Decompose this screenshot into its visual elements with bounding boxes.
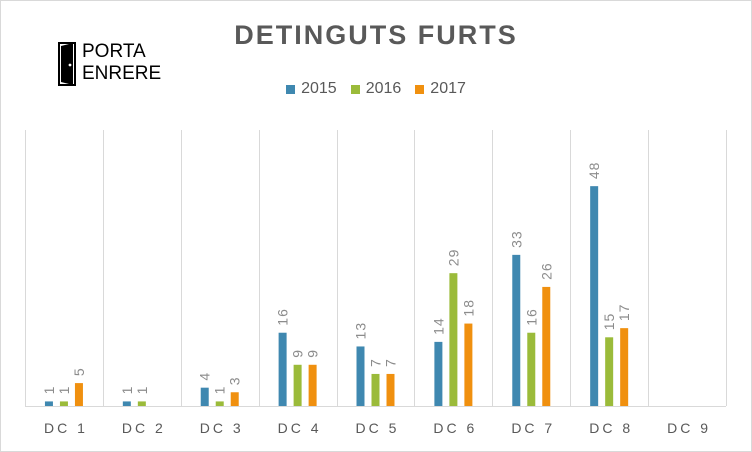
data-label: 1: [41, 386, 57, 395]
bar-2016-dc4: [293, 364, 302, 406]
legend-item-2015: 2015: [286, 80, 337, 98]
logo-text-line1: PORTA: [82, 41, 146, 62]
bar-2016-dc2: [137, 401, 146, 406]
data-label: 14: [430, 317, 446, 335]
x-tick-label: DC 2: [122, 420, 166, 436]
chart-title: DETINGUTS FURTS: [234, 20, 518, 50]
x-tick-label: DC 9: [667, 420, 711, 436]
bar-2015-dc8: [590, 186, 599, 406]
data-label: 3: [227, 376, 243, 385]
data-label: 29: [445, 249, 461, 267]
door-icon: [58, 42, 76, 86]
data-label: 17: [616, 304, 632, 322]
bar-2015-dc7: [512, 254, 521, 406]
bar-2016-dc5: [371, 373, 380, 406]
logo: PORTA ENRERE: [58, 41, 162, 86]
bar-2017-dc8: [620, 328, 629, 406]
bar-2015-dc3: [200, 387, 209, 406]
data-label: 9: [305, 349, 321, 358]
data-label: 4: [197, 372, 213, 381]
data-label: 26: [538, 262, 554, 280]
data-label: 48: [586, 162, 602, 180]
data-label: 16: [523, 308, 539, 326]
x-tick-label: DC 7: [511, 420, 555, 436]
bar-2016-dc8: [605, 337, 614, 406]
legend-item-2016: 2016: [350, 80, 402, 98]
bar-2016-dc1: [59, 401, 68, 406]
x-tick-label: DC 3: [200, 420, 244, 436]
x-tick-label: DC 5: [356, 420, 400, 436]
legend-label-2016: 2016: [365, 80, 402, 97]
bar-2016-dc6: [449, 273, 458, 406]
bar-2015-dc6: [434, 341, 443, 406]
bar-2017-dc7: [542, 286, 551, 406]
bar-2016-dc3: [215, 401, 224, 406]
data-label: 5: [71, 367, 87, 376]
legend-label-2017: 2017: [430, 80, 466, 97]
bar-2015-dc5: [356, 346, 365, 406]
data-label: 9: [290, 349, 306, 358]
x-tick-label: DC 4: [278, 420, 322, 436]
data-label: 16: [275, 308, 291, 326]
bar-2015-dc1: [44, 401, 53, 406]
bar-2017-dc1: [74, 383, 83, 406]
chart-legend: 2015 2016 2017: [0, 80, 752, 98]
bar-2017-dc6: [464, 323, 473, 406]
legend-swatch-2016: [350, 84, 360, 94]
legend-swatch-2015: [286, 84, 296, 94]
data-label: 7: [383, 358, 399, 367]
data-label: 15: [601, 313, 617, 331]
bar-2015-dc4: [278, 332, 287, 406]
bar-2016-dc7: [527, 332, 536, 406]
legend-swatch-2017: [415, 84, 425, 94]
bar-2017-dc4: [308, 364, 317, 406]
data-label: 1: [212, 386, 228, 395]
x-tick-label: DC 6: [433, 420, 477, 436]
data-label: 13: [353, 322, 369, 340]
data-label: 18: [460, 299, 476, 317]
bar-2017-dc3: [230, 392, 239, 406]
data-label: 1: [134, 386, 150, 395]
data-label: 1: [119, 386, 135, 395]
bar-2017-dc5: [386, 373, 395, 406]
legend-label-2015: 2015: [301, 80, 337, 97]
bar-2015-dc2: [122, 401, 131, 406]
legend-item-2017: 2017: [415, 80, 466, 98]
x-tick-label: DC 1: [44, 420, 88, 436]
data-label: 33: [508, 230, 524, 248]
data-label: 7: [368, 358, 384, 367]
logo-text-line2: ENRERE: [82, 63, 162, 84]
x-tick-label: DC 8: [589, 420, 633, 436]
data-label: 1: [56, 386, 72, 395]
